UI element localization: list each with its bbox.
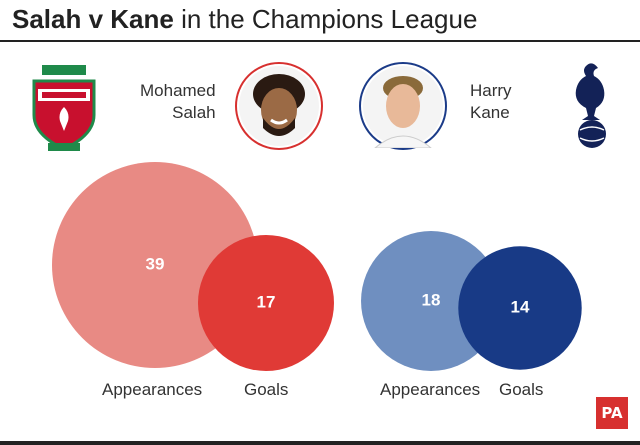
kane-last-name: Kane [470,103,510,122]
kane-first-name: Harry [470,81,512,100]
salah-photo-icon [239,66,319,146]
salah-avatar [235,62,323,150]
salah-appearances-value-label: 39 [146,254,165,273]
title-rest: in the Champions League [173,4,478,34]
liverpool-crest-icon [32,65,96,151]
kane-appearances-label: Appearances [380,380,481,399]
salah-goals-bubble [197,234,335,372]
player-name-kane: Harry Kane [470,80,512,124]
player-name-salah: Mohamed Salah [140,80,216,124]
kane-goals-bubble [458,246,582,370]
salah-appearances-label: Appearances [102,380,203,399]
salah-goals-label: Goals [244,380,289,399]
bottom-divider [0,441,640,445]
tottenham-cockerel-icon [575,63,606,148]
title-bold: Salah v Kane [12,4,174,34]
kane-goals-label: Goals [499,380,544,399]
salah-goals-value-label: 17 [257,292,276,311]
pa-logo-badge: PA [596,397,628,429]
title-divider [0,40,640,42]
salah-first-name: Mohamed [140,81,216,100]
kane-goals-value-label: 14 [511,297,530,316]
salah-last-name: Salah [172,103,216,122]
page-title: Salah v Kane in the Champions League [12,4,477,35]
kane-photo-icon [363,66,443,149]
kane-avatar [359,62,447,150]
kane-appearances-value-label: 18 [422,290,441,309]
